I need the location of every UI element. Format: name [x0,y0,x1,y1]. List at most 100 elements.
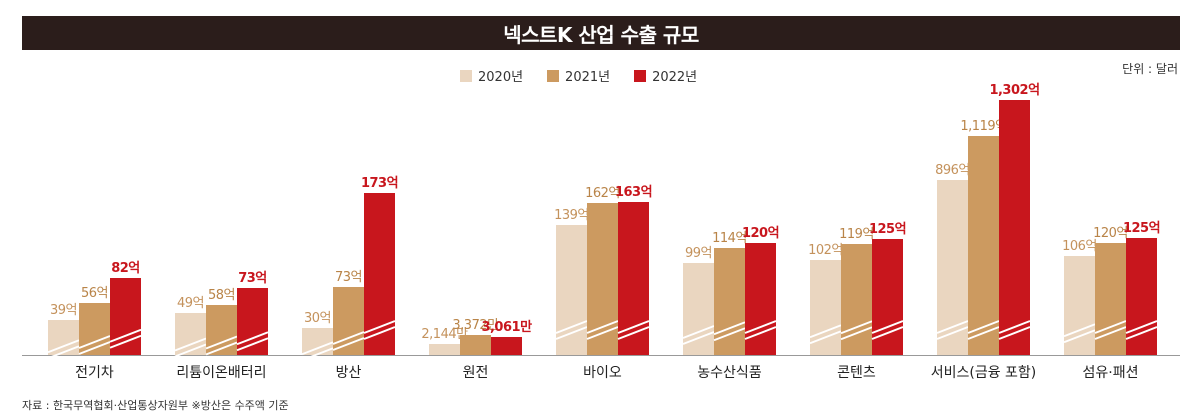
bar-콘텐츠-2020년 [810,260,841,355]
bar-break-mark [47,345,80,360]
category-label: 서비스(금융 포함) [931,365,1037,381]
data-label: 49억 [177,296,204,311]
bar-바이오-2020년 [556,225,587,355]
bar-break-mark [236,331,269,346]
bar-break-mark [332,337,365,351]
bar-break-mark [936,320,969,334]
bar-break-mark [332,331,365,345]
bar-원전-2022년 [491,337,522,355]
data-label: 1,302억 [989,83,1039,98]
bar-break-mark [301,341,334,356]
data-label: 30억 [304,311,331,326]
bar-break-mark [1094,320,1127,334]
legend-item-2022: 2022년 [634,66,697,85]
data-label: 120억 [1093,226,1128,241]
bar-농수산식품-2020년 [683,263,714,355]
bar-break-mark [744,326,777,340]
bar-break-mark [998,326,1031,340]
data-label: 58억 [208,288,235,303]
bar-원전-2020년 [429,344,460,355]
data-label: 3,061만 [481,319,532,335]
data-label: 82억 [111,261,140,276]
legend-swatch-2022 [634,69,647,82]
bar-break-mark [586,320,619,334]
legend-label-2021: 2021년 [565,70,611,85]
bar-서비스(금융 포함)-2020년 [937,180,968,355]
data-label: 56억 [81,286,108,301]
bar-break-mark [1125,326,1158,340]
legend-swatch-2021 [547,69,560,82]
category-label: 리튬이온배터리 [176,365,266,381]
bar-break-mark [78,335,111,349]
data-label: 173억 [361,176,398,191]
legend-label-2022: 2022년 [652,70,698,85]
bar-break-mark [871,326,904,340]
bar-break-mark [682,331,715,345]
bar-break-mark [555,326,588,340]
data-label: 102억 [808,243,843,258]
bar-break-mark [47,339,80,354]
data-label: 73억 [335,270,362,285]
bar-섬유·패션-2020년 [1064,256,1095,355]
legend: 2020년 2021년 2022년 [460,66,697,85]
bar-break-mark [174,337,207,352]
chart-title: 넥스트K 산업 수출 규모 [22,16,1180,50]
data-label: 162억 [585,186,620,201]
data-label: 2,144만 [421,327,468,342]
bar-break-mark [967,326,1000,340]
legend-label-2020: 2020년 [478,70,524,85]
bar-break-mark [617,326,650,340]
category-label: 방산 [336,365,362,381]
bar-break-mark [936,326,969,340]
data-label: 99억 [685,246,712,261]
data-label: 73억 [238,271,267,286]
bar-break-mark [617,320,650,334]
bar-break-mark [363,320,396,334]
bar-콘텐츠-2022년 [872,239,903,355]
bar-break-mark [363,326,396,340]
bar-break-mark [967,320,1000,334]
category-label: 섬유·패션 [1083,365,1139,381]
legend-item-2021: 2021년 [547,66,610,85]
unit-label: 단위 : 달러 [1122,62,1178,76]
category-label: 바이오 [583,365,622,381]
bar-원전-2021년 [460,335,491,355]
bar-서비스(금융 포함)-2022년 [999,100,1030,355]
bar-break-mark [1063,323,1096,338]
category-label: 콘텐츠 [837,365,876,381]
bar-break-mark [109,334,142,349]
data-label: 119억 [839,227,874,242]
data-label: 106억 [1062,239,1097,254]
legend-item-2020: 2020년 [460,66,523,85]
data-label: 3,372만 [452,318,499,333]
data-label: 120억 [742,226,779,241]
bar-break-mark [1063,329,1096,344]
bar-break-mark [205,341,238,356]
data-label: 1,119억 [960,119,1006,134]
data-label: 896억 [935,163,970,178]
category-label: 농수산식품 [697,365,762,381]
bar-break-mark [840,320,873,335]
bar-break-mark [78,341,111,355]
data-label: 139억 [554,208,589,223]
bar-break-mark [713,327,746,342]
data-label: 39억 [50,303,77,318]
legend-swatch-2020 [460,69,472,82]
bar-break-mark [236,337,269,352]
data-label: 114억 [712,231,747,246]
bar-섬유·패션-2022년 [1126,238,1157,355]
bar-break-mark [109,328,142,343]
bar-break-mark [998,320,1031,334]
category-label: 원전 [463,365,489,381]
data-label: 125억 [1123,221,1160,236]
bar-break-mark [1125,320,1158,334]
bar-농수산식품-2021년 [714,248,745,355]
data-label: 125억 [869,222,906,237]
bar-break-mark [1094,326,1127,340]
bar-break-mark [301,347,334,362]
bar-break-mark [840,326,873,341]
bar-break-mark [682,325,715,339]
category-label: 전기차 [75,365,114,381]
bar-break-mark [809,324,842,339]
bar-서비스(금융 포함)-2021년 [968,136,999,355]
